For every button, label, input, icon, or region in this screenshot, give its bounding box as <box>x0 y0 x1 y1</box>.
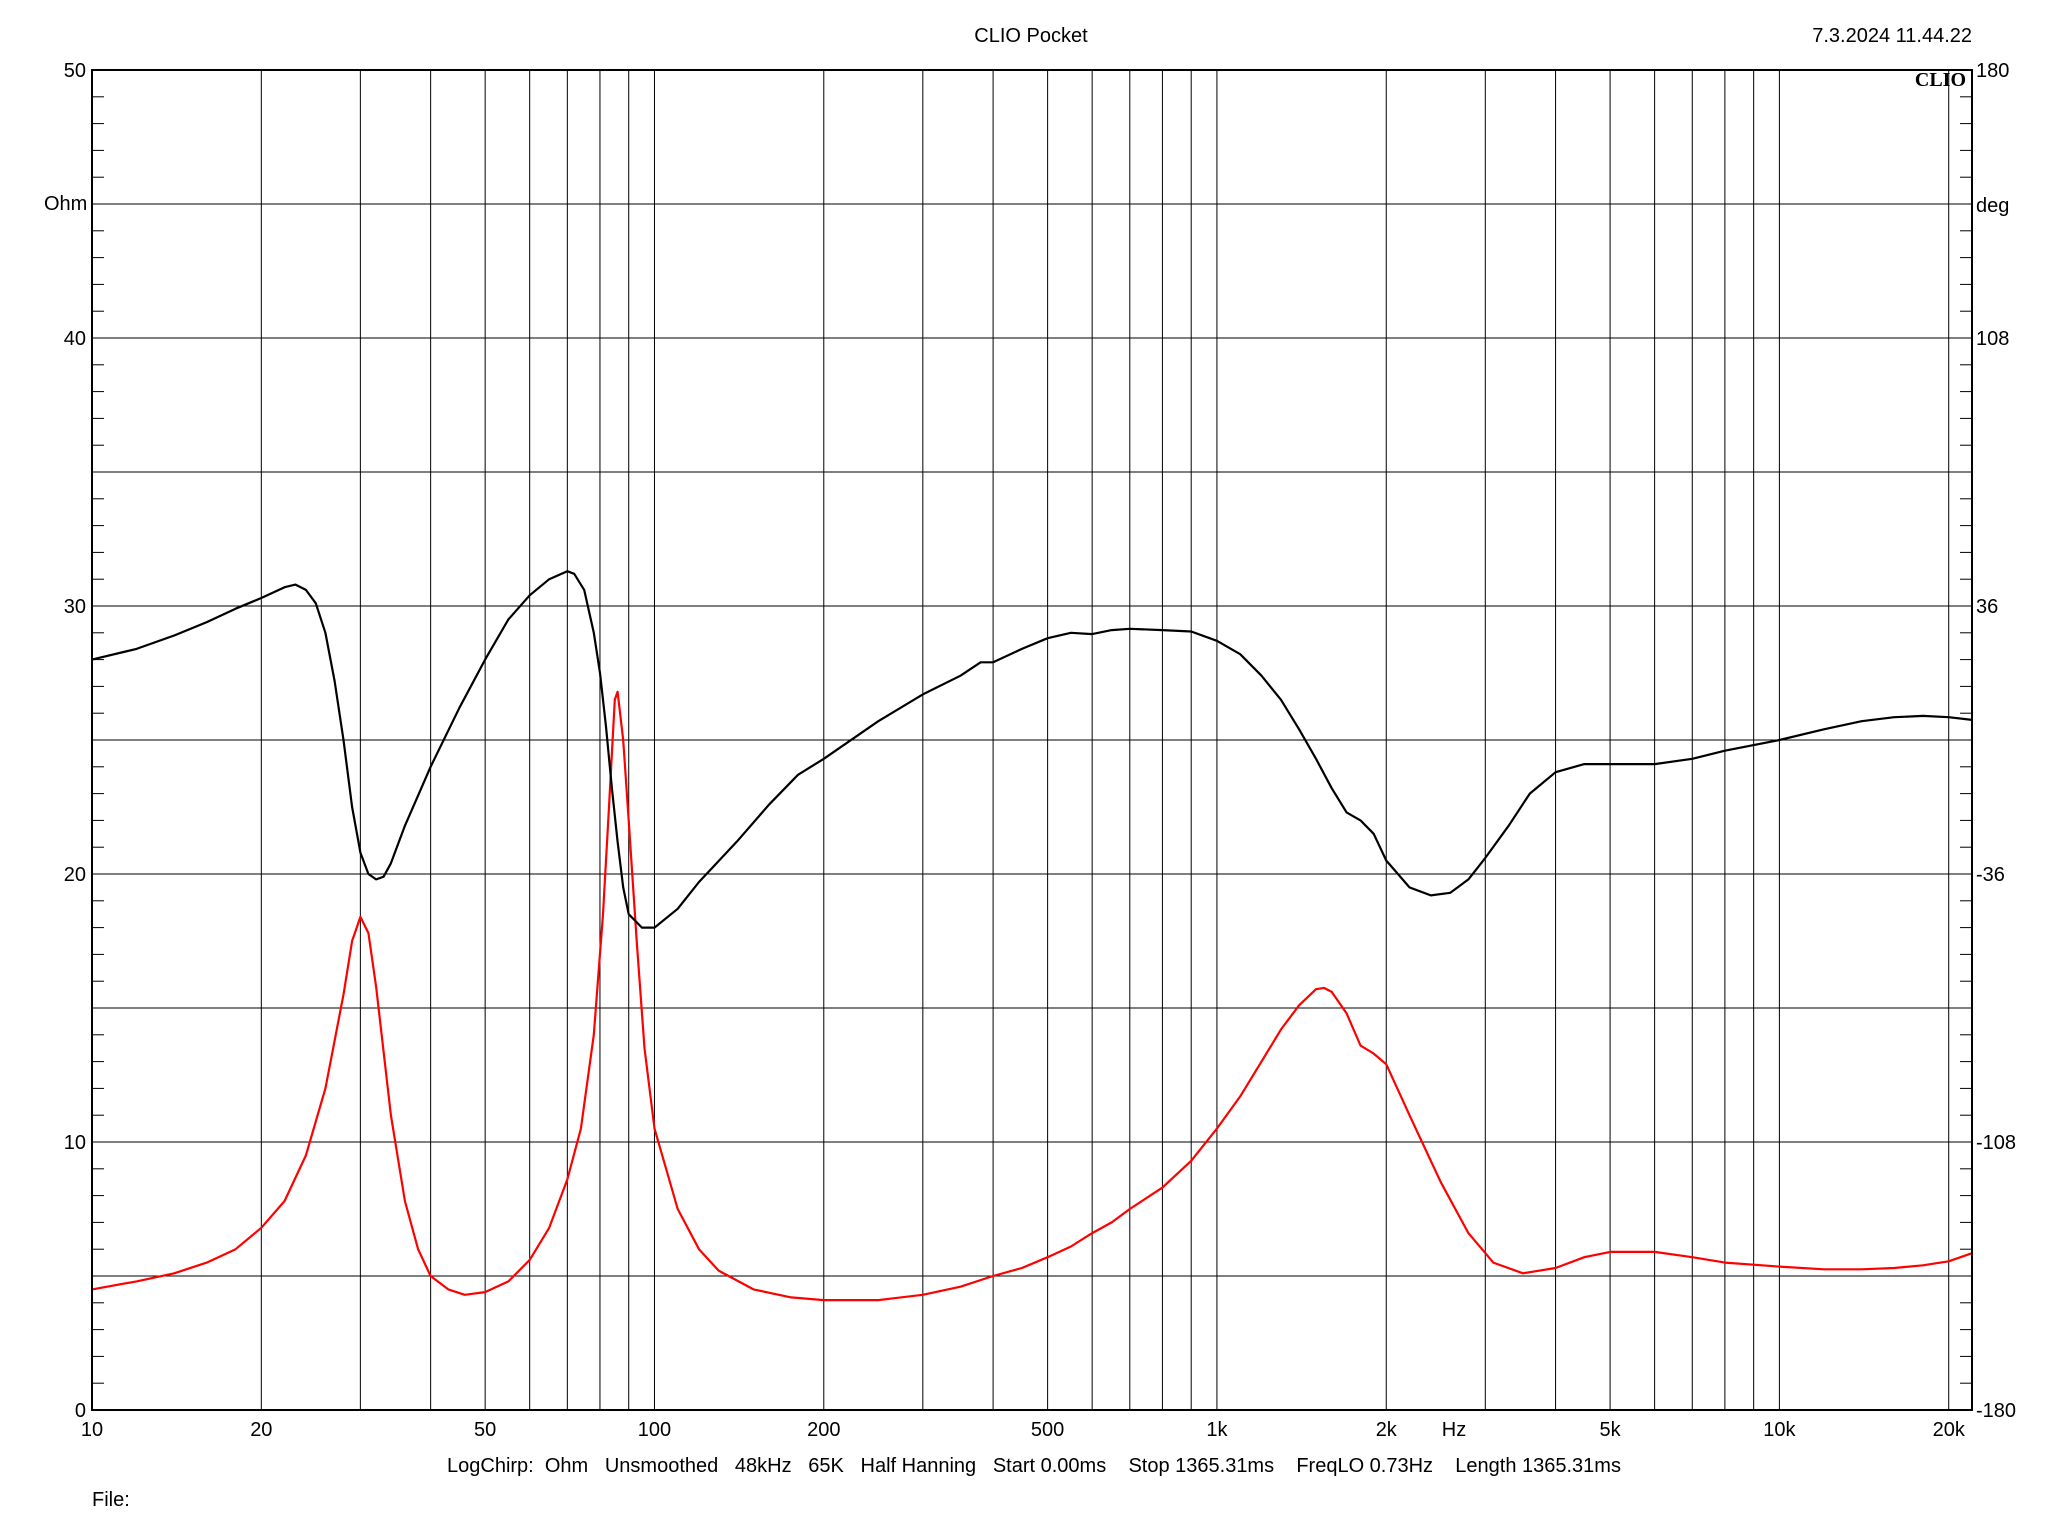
y2-tick-label: 36 <box>1976 596 1998 618</box>
grid <box>92 70 1972 1410</box>
x-tick-label: 5k <box>1600 1419 1622 1441</box>
x-tick-label: 10 <box>81 1419 103 1441</box>
y2-axis-label: deg <box>1976 195 2009 217</box>
y-axis-label: Ohm <box>44 193 87 215</box>
y2-tick-label: -180 <box>1976 1400 2016 1422</box>
x-tick-label: 200 <box>807 1419 840 1441</box>
y-tick-label: 0 <box>75 1400 86 1422</box>
series-line-1 <box>91 690 1973 1302</box>
series-group <box>91 570 1973 1302</box>
y2-tick-label: -108 <box>1976 1132 2016 1154</box>
plot-frame <box>91 69 1973 1411</box>
y2-tick-label: 180 <box>1976 60 2009 82</box>
measurement-settings: LogChirp: Ohm Unsmoothed 48kHz 65K Half … <box>447 1455 1621 1477</box>
x-tick-label: 2k <box>1376 1419 1398 1441</box>
x-tick-label: 20 <box>250 1419 272 1441</box>
file-label: File: <box>92 1489 130 1511</box>
y2-tick-label: 108 <box>1976 328 2009 350</box>
x-axis-label: Hz <box>1442 1419 1466 1441</box>
y-tick-label: 30 <box>64 596 86 618</box>
y-tick-label: 40 <box>64 328 86 350</box>
y-tick-label: 10 <box>64 1132 86 1154</box>
series-line-2 <box>91 570 1973 929</box>
x-tick-label: 1k <box>1206 1419 1228 1441</box>
x-tick-label: 50 <box>474 1419 496 1441</box>
x-tick-label: 100 <box>638 1419 671 1441</box>
y2-tick-label: -36 <box>1976 864 2005 886</box>
chart-datetime: 7.3.2024 11.44.22 <box>1812 25 1972 47</box>
chart-title: CLIO Pocket <box>974 25 1088 47</box>
axis-ticks: 10 20 50 100 200 500 1k 2k 5k 10k 20k01020304050-1… <box>64 60 2016 1441</box>
clio-logo: CLIO <box>1915 69 1966 91</box>
x-tick-label: 10k <box>1763 1419 1796 1441</box>
y-tick-label: 50 <box>64 60 86 82</box>
y-tick-label: 20 <box>64 864 86 886</box>
x-tick-label: 500 <box>1031 1419 1064 1441</box>
x-tick-label: 20k <box>1933 1419 1966 1441</box>
